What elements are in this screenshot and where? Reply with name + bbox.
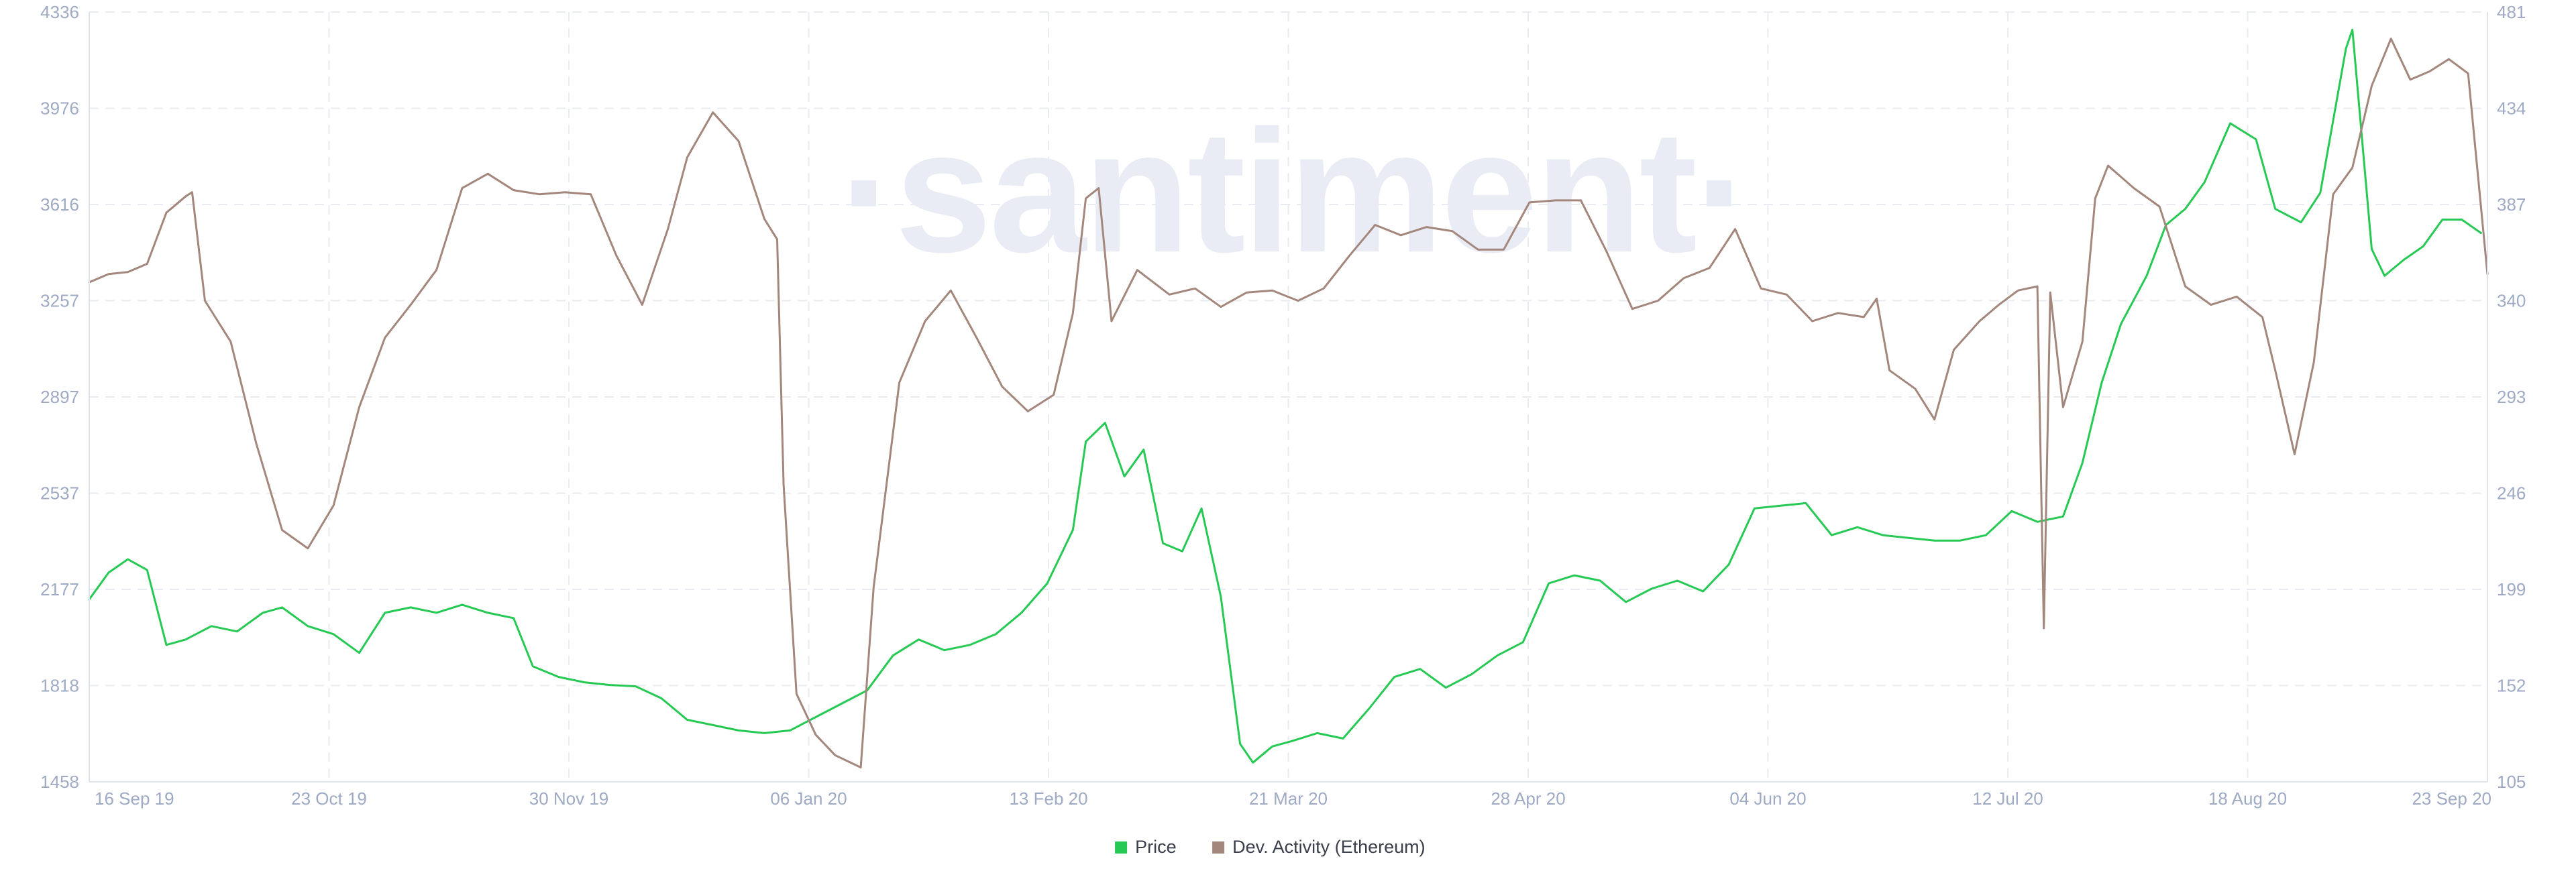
y-left-tick-label: 4336 bbox=[40, 2, 79, 22]
x-tick-label: 04 Jun 20 bbox=[1729, 789, 1806, 809]
x-tick-label: 18 Aug 20 bbox=[2208, 789, 2287, 809]
y-left-tick-label: 3257 bbox=[40, 291, 79, 311]
y-right-tick-label: 152 bbox=[2497, 676, 2526, 696]
x-tick-label: 23 Sep 20 bbox=[2412, 789, 2491, 809]
x-tick-label: 30 Nov 19 bbox=[529, 789, 609, 809]
legend-item[interactable]: Dev. Activity (Ethereum) bbox=[1212, 837, 1426, 857]
x-tick-label: 13 Feb 20 bbox=[1009, 789, 1087, 809]
y-right-tick-label: 246 bbox=[2497, 483, 2526, 504]
grid bbox=[89, 11, 2487, 782]
y-right-tick-label: 105 bbox=[2497, 772, 2526, 792]
price-series-line bbox=[88, 28, 2482, 764]
y-left-tick-label: 3616 bbox=[40, 194, 79, 215]
legend-label: Dev. Activity (Ethereum) bbox=[1232, 837, 1426, 857]
x-tick-label: 12 Jul 20 bbox=[1972, 789, 2043, 809]
x-tick-label: 06 Jan 20 bbox=[770, 789, 847, 809]
y-right-tick-label: 434 bbox=[2497, 99, 2526, 119]
dev-activity-series-line bbox=[88, 38, 2489, 769]
legend-swatch bbox=[1212, 841, 1225, 854]
y-right-tick-label: 199 bbox=[2497, 579, 2526, 599]
y-left-tick-label: 2177 bbox=[40, 579, 79, 599]
y-right-tick-label: 387 bbox=[2497, 194, 2526, 215]
y-right-tick-label: 340 bbox=[2497, 291, 2526, 311]
y-left-tick-label: 3976 bbox=[40, 99, 79, 119]
legend: Price Dev. Activity (Ethereum) bbox=[1115, 837, 1426, 857]
y-right-tick-label: 293 bbox=[2497, 387, 2526, 407]
axes-layer: 1458 105 1818 152 2177 199 2537 246 2897 293 3257 3… bbox=[40, 2, 2526, 809]
series-layer bbox=[88, 28, 2489, 769]
legend-swatch bbox=[1115, 841, 1128, 854]
legend-item[interactable]: Price bbox=[1115, 837, 1177, 857]
y-left-tick-label: 1818 bbox=[40, 676, 79, 696]
watermark-text: ·santiment· bbox=[839, 95, 1750, 289]
x-tick-label: 16 Sep 19 bbox=[95, 789, 174, 809]
y-left-tick-label: 1458 bbox=[40, 772, 79, 792]
x-tick-label: 28 Apr 20 bbox=[1491, 789, 1565, 809]
y-left-tick-label: 2537 bbox=[40, 483, 79, 504]
y-left-tick-label: 2897 bbox=[40, 387, 79, 407]
y-right-tick-label: 481 bbox=[2497, 2, 2526, 22]
legend-label: Price bbox=[1135, 837, 1177, 857]
x-tick-label: 21 Mar 20 bbox=[1249, 789, 1328, 809]
x-tick-label: 23 Oct 19 bbox=[291, 789, 367, 809]
